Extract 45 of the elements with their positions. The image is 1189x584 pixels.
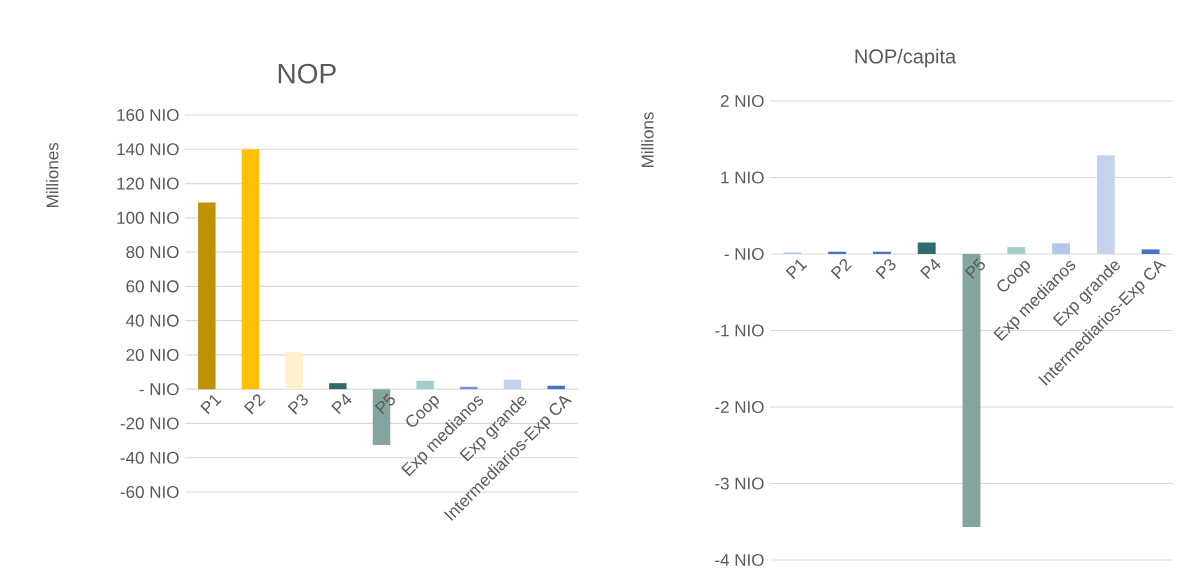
y-tick-label: -2 NIO [715,400,764,414]
y-tick-label: 140 NIO [117,143,179,156]
bar [1141,249,1160,254]
y-tick-label: -1 NIO [715,324,764,337]
bar [1007,247,1026,254]
y-tick-label: -40 NIO [120,451,179,464]
y-tick-label: 160 NIO [117,108,179,122]
bar [1052,243,1071,254]
y-tick-label: -4 NIO [715,553,764,567]
chart-title: NOP [278,63,336,84]
y-tick-label: 20 NIO [126,348,179,361]
y-tick-label: - NIO [139,383,179,396]
bar [241,149,260,390]
y-tick-label: 2 NIO [720,94,764,108]
x-tick-label: P1 [785,259,808,280]
bar [547,385,565,390]
x-tick-label: P2 [243,394,266,415]
y-tick-label: -20 NIO [120,417,179,430]
x-tick-label: P2 [830,259,853,280]
x-tick-label: P1 [200,394,222,415]
y-axis-title: Millions [641,112,654,167]
bar [285,352,303,390]
y-tick-label: 120 NIO [117,177,179,190]
y-tick-label: 40 NIO [126,314,179,327]
x-tick-label: P4 [920,258,941,280]
x-tick-label: P3 [875,259,896,280]
y-tick-label: 80 NIO [126,246,179,259]
y-tick-label: 1 NIO [721,171,764,184]
x-tick-label: P5 [374,393,395,415]
x-tick-label: P3 [287,394,308,415]
y-tick-label: 60 NIO [126,280,179,293]
bar [198,202,216,390]
y-tick-label: 100 NIO [117,211,179,224]
y-axis-title: Milliones [45,142,59,207]
bar [917,242,936,254]
bar [416,380,434,390]
chart-title: NOP/capita [855,48,957,68]
x-tick-label: P5 [964,258,985,280]
y-tick-label: -3 NIO [715,477,764,490]
bar [329,383,347,390]
x-tick-label: P4 [331,393,352,415]
y-tick-label: -60 NIO [120,485,179,499]
y-tick-label: - NIO [724,247,764,261]
bar [503,379,522,390]
bar [1096,155,1115,254]
